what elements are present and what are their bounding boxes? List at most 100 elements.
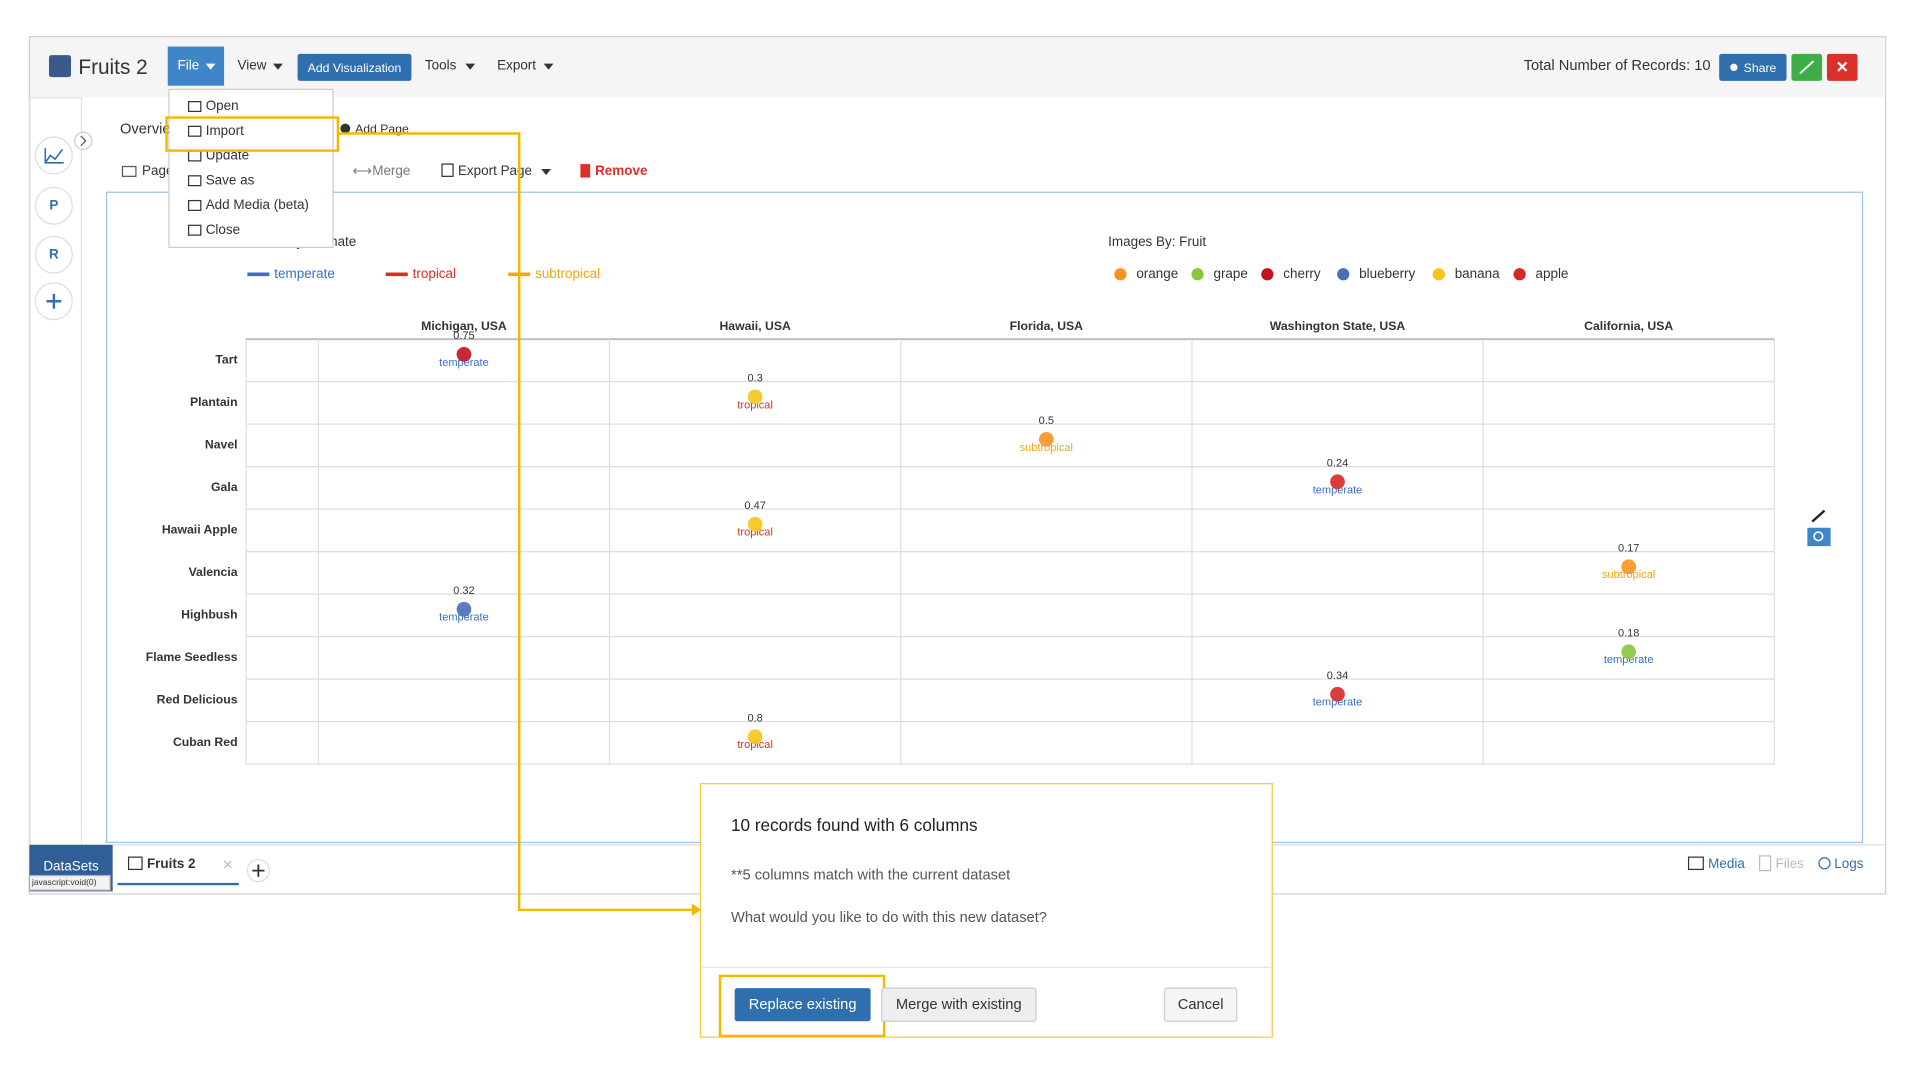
toolbar-remove[interactable]: Remove: [595, 163, 648, 178]
fruit-marker: [1330, 474, 1345, 490]
logs-icon: [1818, 857, 1831, 870]
menu-item[interactable]: Save as: [206, 172, 255, 187]
add-visualization-button[interactable]: [297, 53, 412, 81]
media-icon: [1687, 856, 1704, 870]
row-label: Highbush: [181, 608, 237, 622]
fruit-marker: [747, 389, 763, 405]
menu-item[interactable]: Close: [206, 222, 240, 237]
fruit-icon: [1191, 268, 1204, 281]
menu-icon: [187, 101, 202, 113]
add-visualization-label[interactable]: Add Visualization: [308, 61, 402, 75]
value-label: 0.3: [747, 372, 762, 384]
row-label: Cuban Red: [173, 735, 238, 749]
legend-label: temperate: [274, 266, 335, 281]
tab-close[interactable]: [223, 860, 232, 869]
row-label: Tart: [215, 353, 237, 367]
replace-button[interactable]: [734, 988, 871, 1022]
status-text: javascript:void(0): [31, 877, 97, 887]
link-logs[interactable]: Logs: [1834, 856, 1863, 871]
datasets-label[interactable]: DataSets: [43, 859, 99, 874]
share-button[interactable]: [1719, 53, 1787, 81]
column-label: Washington State, USA: [1270, 319, 1406, 333]
column-label: Hawaii, USA: [719, 319, 791, 333]
menu-icon: [187, 199, 202, 211]
sidebar-toggle[interactable]: [74, 131, 93, 150]
trash-icon: [580, 164, 591, 178]
menu-view[interactable]: View: [238, 58, 267, 73]
dataset-tab[interactable]: Fruits 2: [147, 856, 196, 871]
dialog-question: What would you like to do with this new …: [731, 910, 1047, 926]
menu-item[interactable]: Add Media (beta): [206, 197, 309, 212]
merge-label[interactable]: Merge with existing: [896, 997, 1022, 1013]
sidebar-r[interactable]: [34, 235, 73, 274]
row-label: Plantain: [190, 395, 238, 409]
brush-icon[interactable]: [1811, 509, 1826, 523]
replace-label[interactable]: Replace existing: [749, 997, 857, 1013]
table-icon: [127, 856, 143, 870]
legend-label: grape: [1213, 266, 1247, 281]
menu-icon: [187, 175, 202, 187]
sidebar-r-label[interactable]: R: [49, 246, 59, 261]
sidebar-chart[interactable]: [34, 136, 73, 175]
merge-button[interactable]: [881, 987, 1037, 1022]
status-tooltip: [28, 874, 111, 891]
climate-label: temperate: [1604, 654, 1654, 666]
menu-file[interactable]: File: [178, 58, 200, 73]
page-icon: [121, 165, 137, 177]
row-label: Valencia: [189, 565, 238, 579]
toolbar-page[interactable]: Page: [142, 163, 173, 178]
cancel-button[interactable]: [1163, 987, 1238, 1022]
fruit-marker: [456, 346, 472, 362]
fruit-marker: [1621, 644, 1637, 660]
zoom-button[interactable]: [1807, 527, 1831, 547]
climate-label: tropical: [737, 399, 773, 411]
share-label[interactable]: Share: [1744, 61, 1777, 75]
value-label: 0.34: [1327, 670, 1348, 682]
value-label: 0.32: [453, 585, 474, 597]
add-page-icon: [340, 123, 351, 134]
fruit-icon: [1114, 268, 1127, 281]
climate-label: tropical: [737, 527, 773, 539]
legend-label: banana: [1455, 266, 1500, 281]
climate-label: temperate: [1313, 697, 1363, 709]
link-files[interactable]: Files: [1776, 856, 1805, 871]
menu-tools[interactable]: Tools: [425, 58, 457, 73]
fruit-icon: [1337, 268, 1350, 281]
sidebar-p-label[interactable]: P: [49, 197, 58, 212]
value-label: 0.18: [1618, 627, 1639, 639]
row-label: Navel: [205, 438, 238, 452]
plus-icon: [46, 293, 62, 309]
sidebar-p[interactable]: [34, 186, 73, 225]
cancel-label[interactable]: Cancel: [1178, 997, 1224, 1013]
row-label: Gala: [211, 480, 238, 494]
toolbar-merge[interactable]: Merge: [372, 163, 410, 178]
chart-frame: [105, 191, 1864, 844]
value-label: 0.24: [1327, 457, 1348, 469]
arrowhead: [691, 903, 702, 916]
value-label: 0.5: [1039, 415, 1054, 427]
menu-item[interactable]: Open: [206, 98, 239, 113]
image-legend-title: Images By: Fruit: [1108, 234, 1206, 249]
row-label: Hawaii Apple: [162, 523, 238, 537]
fruit-marker: [1330, 686, 1345, 702]
legend-label: cherry: [1283, 266, 1321, 281]
legend-label: apple: [1536, 266, 1569, 281]
legend-label: orange: [1136, 266, 1178, 281]
caret: [205, 63, 216, 70]
caret: [541, 168, 552, 176]
chart-icon: [44, 148, 64, 164]
fruit-marker: [747, 516, 763, 532]
chevron: [80, 135, 87, 147]
file-button[interactable]: [167, 46, 225, 86]
link-media[interactable]: Media: [1708, 856, 1745, 871]
menu-export[interactable]: Export: [497, 58, 536, 73]
share-icon: [1730, 63, 1738, 72]
legend-label: tropical: [413, 266, 456, 281]
toolbar-export-page[interactable]: Export Page: [458, 163, 532, 178]
caret: [543, 63, 554, 70]
menu-item[interactable]: Import: [206, 123, 244, 138]
close-icon: [1837, 61, 1848, 72]
column-label: Michigan, USA: [421, 319, 507, 333]
